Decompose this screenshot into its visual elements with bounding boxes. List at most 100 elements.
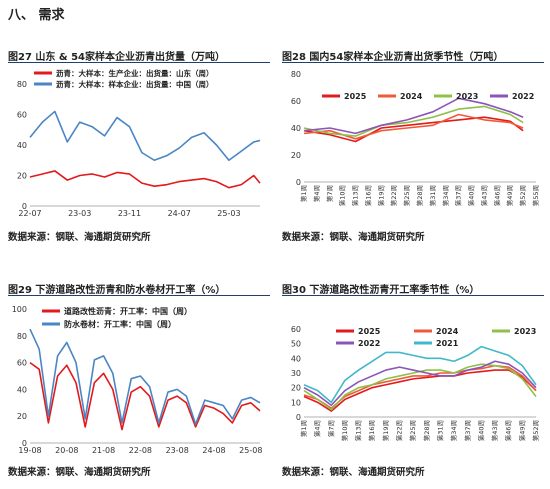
chart4-ytick-label: 40 bbox=[291, 354, 301, 363]
chart4-xtick-label: 第31周 bbox=[435, 420, 444, 441]
chart4-legend-label: 2021 bbox=[436, 339, 459, 348]
chart4-xtick-label: 第52周 bbox=[531, 420, 540, 441]
chart2-xtick-label: 第34周 bbox=[441, 185, 450, 206]
chart4-series-2025-line bbox=[303, 369, 537, 412]
chart2-xtick-label: 第46周 bbox=[492, 185, 501, 206]
chart2-legend-label: 2022 bbox=[512, 92, 534, 101]
chart1-ytick-label: 60 bbox=[17, 111, 27, 120]
chart4-xtick-label: 第43周 bbox=[490, 420, 499, 441]
chart2-ytick-label: 20 bbox=[291, 151, 301, 160]
chart4-xtick-label: 第46周 bbox=[504, 420, 513, 441]
figure-30-source: 数据来源：钢联、海通期货研究所 bbox=[282, 467, 425, 478]
chart2-legend-label: 2025 bbox=[344, 92, 367, 101]
chart4-xtick-label: 第37周 bbox=[463, 420, 472, 441]
chart3-xtick-label: 22-08 bbox=[129, 446, 152, 455]
chart1-xtick-label: 24-07 bbox=[168, 209, 191, 218]
chart2-xtick-label: 第40周 bbox=[467, 185, 476, 206]
chart2-xtick-label: 第10周 bbox=[338, 185, 347, 206]
chart2-legend-label: 2023 bbox=[456, 92, 478, 101]
chart4-xtick-label: 第22周 bbox=[395, 420, 404, 441]
chart2-xtick-label: 第31周 bbox=[428, 185, 437, 206]
chart4-series-2021-line bbox=[303, 345, 537, 404]
chart1-xtick-label: 23-11 bbox=[118, 209, 141, 218]
chart3-ytick-label: 80 bbox=[17, 332, 27, 341]
chart1-xtick-label: 25-03 bbox=[217, 209, 240, 218]
chart1-xtick-label: 22-07 bbox=[18, 209, 41, 218]
chart3-ytick-label: 100 bbox=[12, 305, 27, 314]
chart4-ytick-label: 20 bbox=[291, 384, 301, 393]
chart1-ytick-label: 40 bbox=[17, 141, 27, 150]
chart2-ytick-label: 80 bbox=[291, 70, 301, 79]
chart2-ytick-label: 0 bbox=[296, 178, 301, 187]
chart1-series-沥青：大样本：生产企业：出货量：山东（周）-line bbox=[29, 170, 261, 189]
chart3-xtick-label: 23-08 bbox=[166, 446, 189, 455]
chart4-xtick-label: 第25周 bbox=[408, 420, 417, 441]
chart4-xtick-label: 第49周 bbox=[517, 420, 526, 441]
chart4-xtick-label: 第7周 bbox=[326, 420, 335, 437]
chart3-ytick-label: 60 bbox=[17, 359, 27, 368]
chart2-xtick-label: 第52周 bbox=[518, 185, 527, 206]
section-title: 八、 需求 bbox=[8, 8, 65, 23]
figure-29-rule bbox=[8, 295, 270, 296]
chart4-legend-label: 2022 bbox=[358, 339, 380, 348]
chart2-xtick-label: 第7周 bbox=[325, 185, 334, 202]
chart2-xtick-label: 第49周 bbox=[505, 185, 514, 206]
chart4-xtick-label: 第34周 bbox=[449, 420, 458, 441]
figure-29-chart: 0 20 40 60 80 100 19-08 20-08 21-08 22-08 23-08 24-… bbox=[12, 305, 263, 455]
chart4-ytick-label: 30 bbox=[291, 369, 301, 378]
chart3-xtick-label: 25-08 bbox=[239, 446, 262, 455]
figure-28-title: 图28 国内54家样本企业沥青出货季节性（万吨） bbox=[282, 52, 504, 63]
chart2-xtick-label: 第22周 bbox=[389, 185, 398, 206]
chart3-xtick-label: 20-08 bbox=[55, 446, 78, 455]
chart2-xtick-label: 第13周 bbox=[351, 185, 360, 206]
figure-30-rule bbox=[282, 295, 544, 296]
chart4-xtick-label: 第4周 bbox=[313, 420, 322, 437]
chart1-ytick-label: 20 bbox=[17, 172, 27, 181]
chart2-xtick-label: 第19周 bbox=[376, 185, 385, 206]
figure-28-rule bbox=[282, 62, 544, 63]
figure-27-rule bbox=[8, 62, 270, 63]
chart4-ytick-label: 10 bbox=[291, 398, 301, 407]
figure-27-chart: 0 20 40 60 80 22-07 23-03 23-11 24-07 25-03 沥青：大样本… bbox=[17, 68, 261, 218]
figure-29-source: 数据来源：钢联、海通期货研究所 bbox=[8, 467, 151, 478]
chart2-xtick-label: 第25周 bbox=[402, 185, 411, 206]
figure-28-source: 数据来源：钢联、海通期货研究所 bbox=[282, 232, 425, 243]
chart4-legend-label: 2024 bbox=[436, 327, 459, 336]
chart1-xtick-label: 23-03 bbox=[68, 209, 91, 218]
chart2-xtick-label: 第4周 bbox=[312, 185, 321, 202]
figure-27-title: 图27 山东 & 54家样本企业沥青出货量（万吨） bbox=[8, 52, 225, 63]
chart4-xtick-label: 第28周 bbox=[422, 420, 431, 441]
chart4-ytick-label: 50 bbox=[291, 340, 301, 349]
figure-29-title: 图29 下游道路改性沥青和防水卷材开工率（%） bbox=[8, 285, 226, 296]
chart3-legend-label: 道路改性沥青：开工率：中国（周） bbox=[64, 306, 192, 316]
chart1-legend-label: 沥青：大样本：样本企业：出货量：中国（周） bbox=[56, 79, 214, 89]
chart1-series-沥青：大样本：样本企业：出货量：中国（周）-line bbox=[29, 110, 261, 162]
chart1-ytick-label: 80 bbox=[17, 80, 27, 89]
chart2-series-2025-line bbox=[303, 116, 524, 143]
chart1-legend-label: 沥青：大样本：生产企业：出货量：山东（周） bbox=[56, 68, 214, 78]
figure-27-source: 数据来源：钢联、海通期货研究所 bbox=[8, 232, 151, 243]
chart2-xtick-label: 第43周 bbox=[479, 185, 488, 206]
chart1-ytick-label: 0 bbox=[22, 202, 27, 211]
chart4-xtick-label: 第40周 bbox=[476, 420, 485, 441]
chart3-legend-label: 防水卷材：开工率：中国（周） bbox=[64, 319, 176, 329]
chart4-legend-label: 2025 bbox=[358, 327, 381, 336]
chart2-xtick-label: 第55周 bbox=[531, 185, 540, 206]
chart2-ytick-label: 40 bbox=[291, 124, 301, 133]
chart2-xtick-label: 第28周 bbox=[415, 185, 424, 206]
chart3-xtick-label: 21-08 bbox=[92, 446, 115, 455]
chart3-ytick-label: 40 bbox=[17, 385, 27, 394]
chart4-xtick-label: 第19周 bbox=[381, 420, 390, 441]
chart4-ytick-label: 60 bbox=[291, 325, 301, 334]
chart2-xtick-label: 第37周 bbox=[454, 185, 463, 206]
figure-30-title: 图30 下游道路改性沥青开工率季节性（%） bbox=[282, 285, 480, 296]
chart4-xtick-label: 第10周 bbox=[340, 420, 349, 441]
chart3-series-道路改性沥青：开工率：中国（周）-line bbox=[29, 361, 261, 431]
chart2-series-2022-line bbox=[303, 97, 524, 135]
chart3-xtick-label: 19-08 bbox=[18, 446, 41, 455]
chart2-series-2023-line bbox=[303, 105, 524, 137]
chart4-xtick-label: 第1周 bbox=[299, 420, 308, 437]
chart3-ytick-label: 0 bbox=[22, 439, 27, 448]
chart4-ytick-label: 0 bbox=[296, 413, 301, 422]
